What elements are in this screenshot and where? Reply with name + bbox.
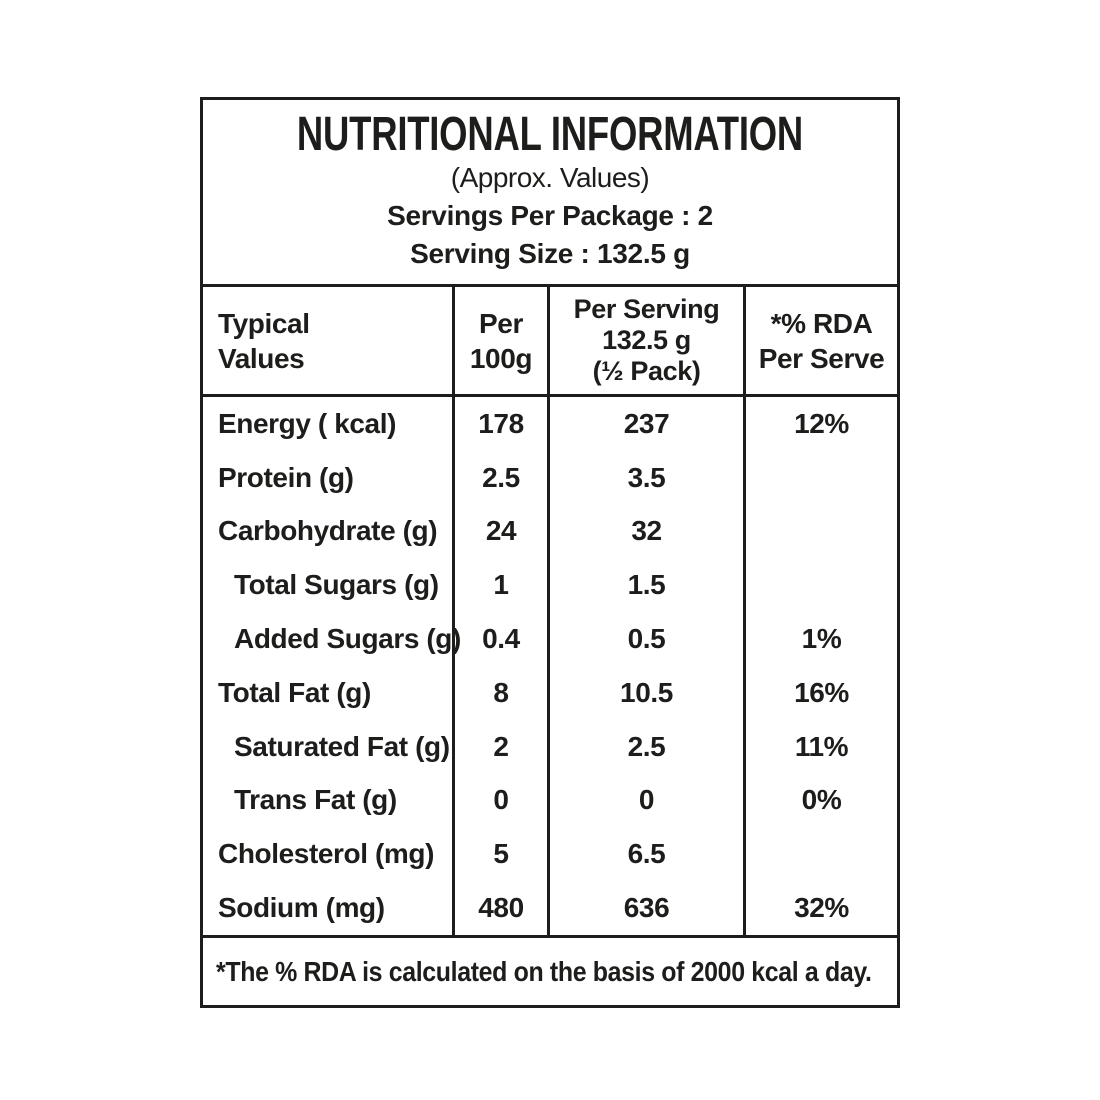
row-label: Added Sugars (g) <box>203 612 461 666</box>
value-per-serving: 6.5 <box>550 827 746 882</box>
value-per-100g: 2 <box>455 719 550 774</box>
value-per-100g: 8 <box>455 665 550 720</box>
column-header-per-100g: Per 100g <box>455 287 550 394</box>
page-title: NUTRITIONAL INFORMATION <box>203 108 897 161</box>
value-per-serving: 0.5 <box>550 612 746 666</box>
column-header-line: Per <box>479 307 523 339</box>
value-per-100g: 480 <box>455 881 550 935</box>
row-label: Carbohydrate (g) <box>203 504 455 559</box>
value-rda-percent: 16% <box>794 676 849 708</box>
column-header-line: *% RDA <box>770 307 873 339</box>
column-header-rda-per-serve: *% RDA Per Serve <box>746 287 897 394</box>
title-block: NUTRITIONAL INFORMATION (Approx. Values)… <box>203 100 897 287</box>
value-per-100g: 0 <box>455 773 550 828</box>
row-label: Protein (g) <box>203 450 455 505</box>
column-header-per-serving: Per Serving 132.5 g (½ Pack) <box>550 287 746 394</box>
row-label: Total Fat (g) <box>203 665 455 720</box>
value-per-serving: 2.5 <box>550 719 746 774</box>
column-header-line: 132.5 g <box>602 324 691 355</box>
value-rda-percent: 0% <box>801 784 842 816</box>
row-label: Energy ( kcal) <box>203 397 455 451</box>
value-per-serving: 636 <box>550 881 746 935</box>
value-per-serving: 10.5 <box>550 665 746 720</box>
value-per-serving: 0 <box>550 773 746 828</box>
row-label: Total Sugars (g) <box>203 558 455 613</box>
value-rda-percent <box>746 505 897 559</box>
value-rda-percent: 12% <box>794 407 849 439</box>
nutrition-table: NUTRITIONAL INFORMATION (Approx. Values)… <box>200 97 900 1008</box>
row-label: Sodium (mg) <box>203 881 455 935</box>
row-label: Saturated Fat (g) <box>203 719 455 774</box>
value-per-serving: 237 <box>550 397 746 451</box>
column-header-line: (½ Pack) <box>592 356 701 387</box>
nutrition-table-body: Energy ( kcal) 178 237 12% Protein (g) 2… <box>203 397 897 938</box>
column-header-typical-values: Typical Values <box>203 287 455 394</box>
value-rda-percent: 11% <box>794 730 849 762</box>
page-title-text: NUTRITIONAL INFORMATION <box>296 108 804 161</box>
column-header-line: Values <box>218 342 305 374</box>
rda-footnote-text: *The % RDA is calculated on the basis of… <box>216 955 872 987</box>
value-per-100g: 24 <box>455 504 550 559</box>
value-rda-percent: 32% <box>794 892 849 924</box>
value-per-100g: 1 <box>455 558 550 613</box>
value-per-100g: 178 <box>455 397 550 451</box>
value-per-serving: 3.5 <box>550 450 746 505</box>
rda-footnote-row: *The % RDA is calculated on the basis of… <box>203 938 897 1005</box>
column-header-line: Typical <box>218 307 310 339</box>
value-per-100g: 2.5 <box>455 450 550 505</box>
value-rda-percent <box>746 558 897 612</box>
column-header-line: Per Serve <box>758 342 885 374</box>
column-header-row: Typical Values Per 100g Per Serving 132.… <box>203 287 897 397</box>
value-per-serving: 1.5 <box>550 558 746 613</box>
value-per-serving: 32 <box>550 504 746 559</box>
value-rda-percent <box>746 451 897 505</box>
value-rda-percent <box>746 827 897 881</box>
column-header-line: Per Serving <box>573 293 720 324</box>
row-label: Cholesterol (mg) <box>203 827 455 882</box>
servings-per-package: Servings Per Package : 2 <box>387 200 713 232</box>
approx-values-subtitle: (Approx. Values) <box>450 162 650 194</box>
column-header-line: 100g <box>469 342 533 374</box>
row-label: Trans Fat (g) <box>203 773 455 828</box>
serving-size: Serving Size : 132.5 g <box>410 238 690 270</box>
value-per-100g: 0.4 <box>455 612 550 666</box>
value-rda-percent: 1% <box>801 623 842 655</box>
value-per-100g: 5 <box>455 827 550 882</box>
